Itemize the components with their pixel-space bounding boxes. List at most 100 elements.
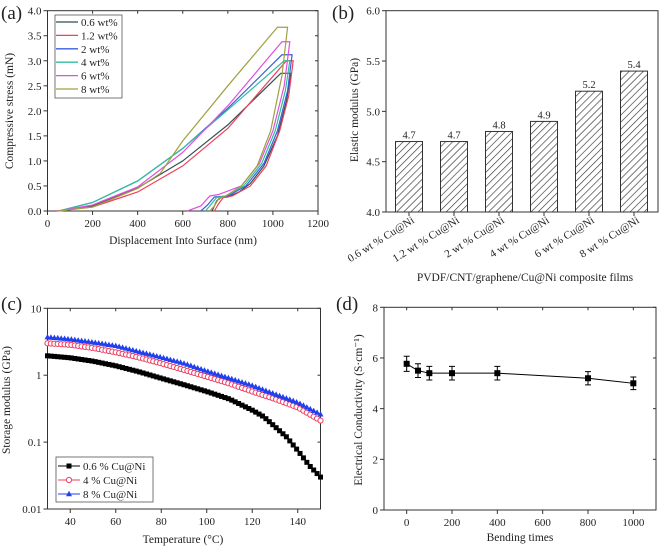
d-y-tick-label: 4 — [373, 404, 379, 416]
c-data-point — [303, 404, 310, 410]
c-data-point — [273, 391, 280, 397]
c-y-axis-title: Storage modulus (GPa) — [1, 346, 13, 454]
c-data-point — [222, 395, 228, 401]
c-legend-label: 0.6 % Cu@Ni — [83, 461, 145, 473]
c-data-point — [310, 407, 317, 414]
c-y-tick-label: 1 — [36, 370, 42, 382]
c-data-point — [317, 411, 324, 417]
a-x-tick-label: 800 — [220, 218, 237, 230]
b-bar — [485, 130, 513, 213]
a-y-tick-label: 1.0 — [28, 156, 42, 168]
b-y-tick-label: 4.5 — [366, 157, 380, 169]
a-x-tick-label: 600 — [175, 218, 192, 230]
a-x-tick-label: 400 — [129, 218, 146, 230]
d-y-tick-label: 0 — [373, 505, 379, 517]
b-y-tick-label: 5.0 — [366, 106, 380, 118]
c-data-point — [317, 417, 324, 424]
panel-c: 40 60 80 100 120 140 0.01 0.1 1 10 0.6 % Cu@Ni 4 % … — [1, 303, 324, 546]
panel-label-b: (b) — [332, 3, 354, 24]
c-data-point — [253, 409, 259, 415]
c-data-point — [290, 397, 297, 404]
c-data-point — [157, 353, 164, 360]
a-series-line — [58, 41, 291, 212]
c-data-point — [164, 377, 170, 383]
c-data-point — [153, 352, 160, 359]
c-data-point — [297, 450, 303, 456]
c-series-line — [47, 342, 321, 421]
a-x-tick-label: 200 — [84, 218, 101, 230]
c-data-point — [259, 386, 266, 392]
d-y-tick-label: 8 — [373, 302, 379, 314]
c-data-point — [55, 354, 61, 360]
c-legend-label: 4 % Cu@Ni — [83, 475, 137, 487]
a-legend-label: 2 wt% — [81, 44, 109, 56]
c-data-point — [122, 345, 129, 351]
c-data-point — [314, 471, 320, 477]
c-data-point — [300, 402, 307, 408]
c-data-point — [75, 356, 81, 362]
d-x-tick-label: 1000 — [622, 517, 645, 529]
c-data-point — [269, 390, 276, 396]
c-data-point — [307, 463, 313, 469]
c-data-point — [143, 371, 149, 377]
c-data-point — [150, 373, 156, 379]
c-data-point — [45, 353, 50, 359]
c-data-point — [177, 359, 184, 365]
b-bar-value-label: 5.4 — [627, 60, 641, 71]
panel-b: 4.04.55.05.56.04.70.6 wt % Cu@Ni4.71.2 w… — [346, 6, 659, 284]
c-data-point — [283, 434, 289, 440]
c-x-tick-label: 60 — [110, 516, 122, 528]
d-y-tick-label: 2 — [373, 454, 379, 466]
c-data-point — [112, 342, 119, 349]
a-y-tick-label: 2.5 — [28, 81, 42, 93]
c-data-point — [191, 363, 198, 370]
c-data-point — [187, 362, 194, 368]
b-bar-value-label: 4.7 — [402, 131, 415, 142]
c-data-point — [106, 361, 112, 367]
a-legend-label: 6 wt% — [81, 71, 109, 83]
b-y-tick-label: 4.0 — [366, 207, 380, 219]
c-data-point — [167, 378, 173, 384]
c-data-point — [181, 382, 187, 388]
a-x-tick-label: 1000 — [262, 218, 285, 230]
c-data-point — [126, 366, 132, 372]
c-data-point — [85, 358, 91, 364]
b-x-axis-title: PVDF/CNT/graphene/Cu@Ni composite films — [417, 272, 634, 284]
c-data-point — [198, 366, 205, 372]
c-data-point — [167, 356, 174, 362]
c-data-point — [140, 349, 147, 355]
c-data-point — [232, 399, 238, 405]
panel-a: 0 200 400 600 800 1000 1200 0.0 0.5 1.0 1.5 2.0 2.5 3… — [4, 6, 330, 247]
c-data-point — [96, 359, 102, 365]
c-data-point — [218, 372, 225, 378]
b-bar — [440, 141, 468, 213]
c-data-point — [195, 386, 201, 392]
c-y-tick-label: 0.01 — [22, 504, 41, 516]
c-data-point — [120, 365, 126, 371]
c-data-point — [307, 405, 314, 412]
c-data-point — [129, 346, 136, 353]
c-data-point — [48, 353, 54, 359]
a-legend-label: 1.2 wt% — [81, 30, 118, 42]
d-data-point — [494, 370, 501, 377]
c-data-point — [245, 381, 252, 387]
b-bar-value-label: 4.9 — [537, 110, 550, 121]
c-data-point — [276, 392, 283, 399]
b-bar — [620, 70, 648, 213]
panel-label-d: (d) — [336, 294, 358, 315]
a-y-tick-label: 0.0 — [28, 206, 42, 218]
c-data-point — [130, 367, 136, 373]
c-data-point — [249, 382, 256, 388]
c-data-point — [174, 380, 180, 386]
c-data-point — [140, 370, 146, 376]
c-data-point — [157, 375, 163, 381]
b-bar-value-label: 4.7 — [447, 131, 460, 142]
c-data-point — [65, 355, 71, 361]
c-x-tick-label: 40 — [65, 516, 77, 528]
b-bar — [575, 90, 603, 213]
c-data-point — [266, 419, 272, 425]
c-data-point — [242, 380, 249, 386]
c-data-point — [249, 407, 255, 413]
c-data-point — [119, 344, 126, 350]
